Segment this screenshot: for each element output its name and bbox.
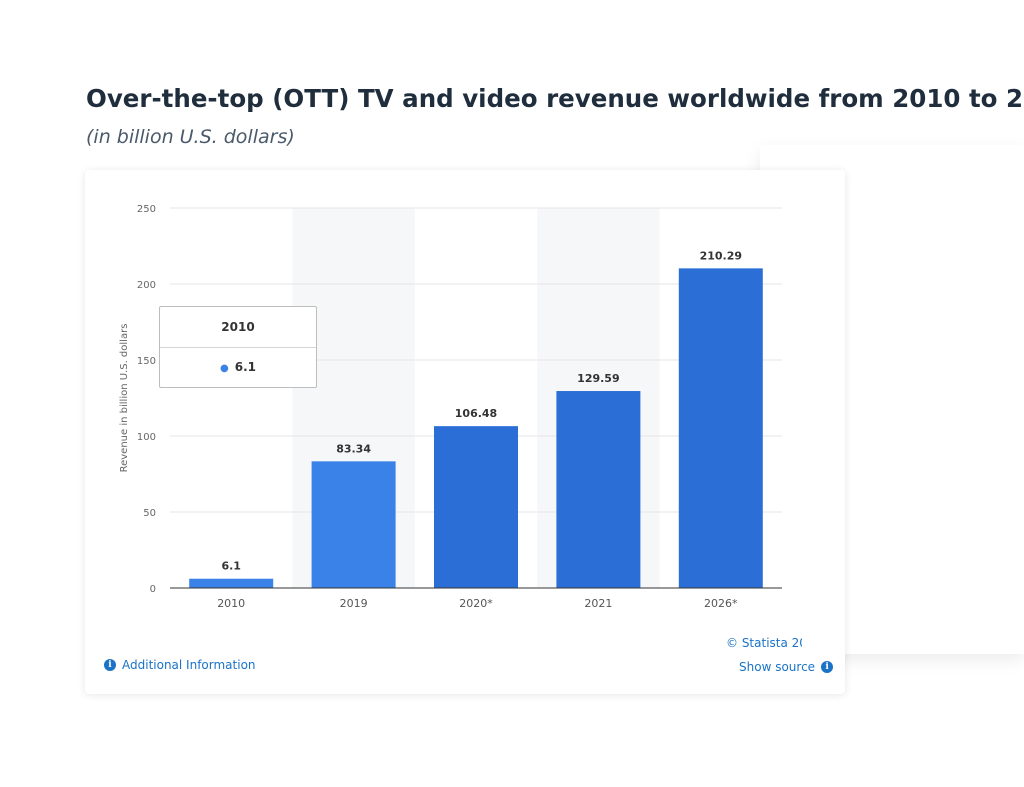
- x-tick-label: 2021: [584, 597, 612, 610]
- y-axis-label: Revenue in billion U.S. dollars: [119, 324, 130, 473]
- series-dot-icon: ●: [220, 363, 229, 374]
- additional-information-label: Additional Information: [122, 658, 256, 672]
- tooltip: 2010 ● 6.1: [159, 306, 317, 388]
- bar[interactable]: [556, 391, 641, 588]
- x-tick-label: 2026*: [704, 597, 738, 610]
- y-tick-label: 100: [137, 432, 156, 443]
- show-source-label: Show source: [739, 660, 816, 674]
- statista-credit[interactable]: © Statista 2021: [726, 636, 802, 650]
- y-tick-label: 200: [137, 280, 156, 291]
- page-title: Over-the-top (OTT) TV and video revenue …: [86, 84, 1024, 113]
- tooltip-value: 6.1: [234, 360, 256, 374]
- data-label: 83.34: [336, 442, 371, 455]
- bar[interactable]: [189, 578, 274, 588]
- tooltip-value-row: ● 6.1: [160, 348, 316, 387]
- y-tick-label: 0: [150, 584, 156, 595]
- data-label: 210.29: [700, 249, 742, 262]
- x-tick-label: 2010: [217, 597, 245, 610]
- x-tick-label: 2020*: [459, 597, 493, 610]
- data-label: 6.1: [221, 560, 241, 573]
- info-icon: i: [104, 659, 116, 671]
- y-tick-label: 50: [143, 508, 156, 519]
- data-label: 106.48: [455, 407, 497, 420]
- additional-information-link[interactable]: i Additional Information: [104, 658, 256, 672]
- bar[interactable]: [311, 461, 396, 588]
- page-subtitle: (in billion U.S. dollars): [86, 126, 295, 148]
- bar[interactable]: [678, 268, 763, 588]
- info-icon: i: [821, 661, 834, 673]
- card-overlap: [760, 170, 800, 654]
- x-tick-label: 2019: [340, 597, 368, 610]
- show-source-link[interactable]: Show source i: [739, 660, 834, 674]
- y-tick-label: 150: [137, 356, 156, 367]
- data-label: 129.59: [577, 372, 619, 385]
- tooltip-category: 2010: [160, 307, 316, 348]
- y-tick-label: 250: [137, 204, 156, 215]
- bar[interactable]: [434, 426, 518, 588]
